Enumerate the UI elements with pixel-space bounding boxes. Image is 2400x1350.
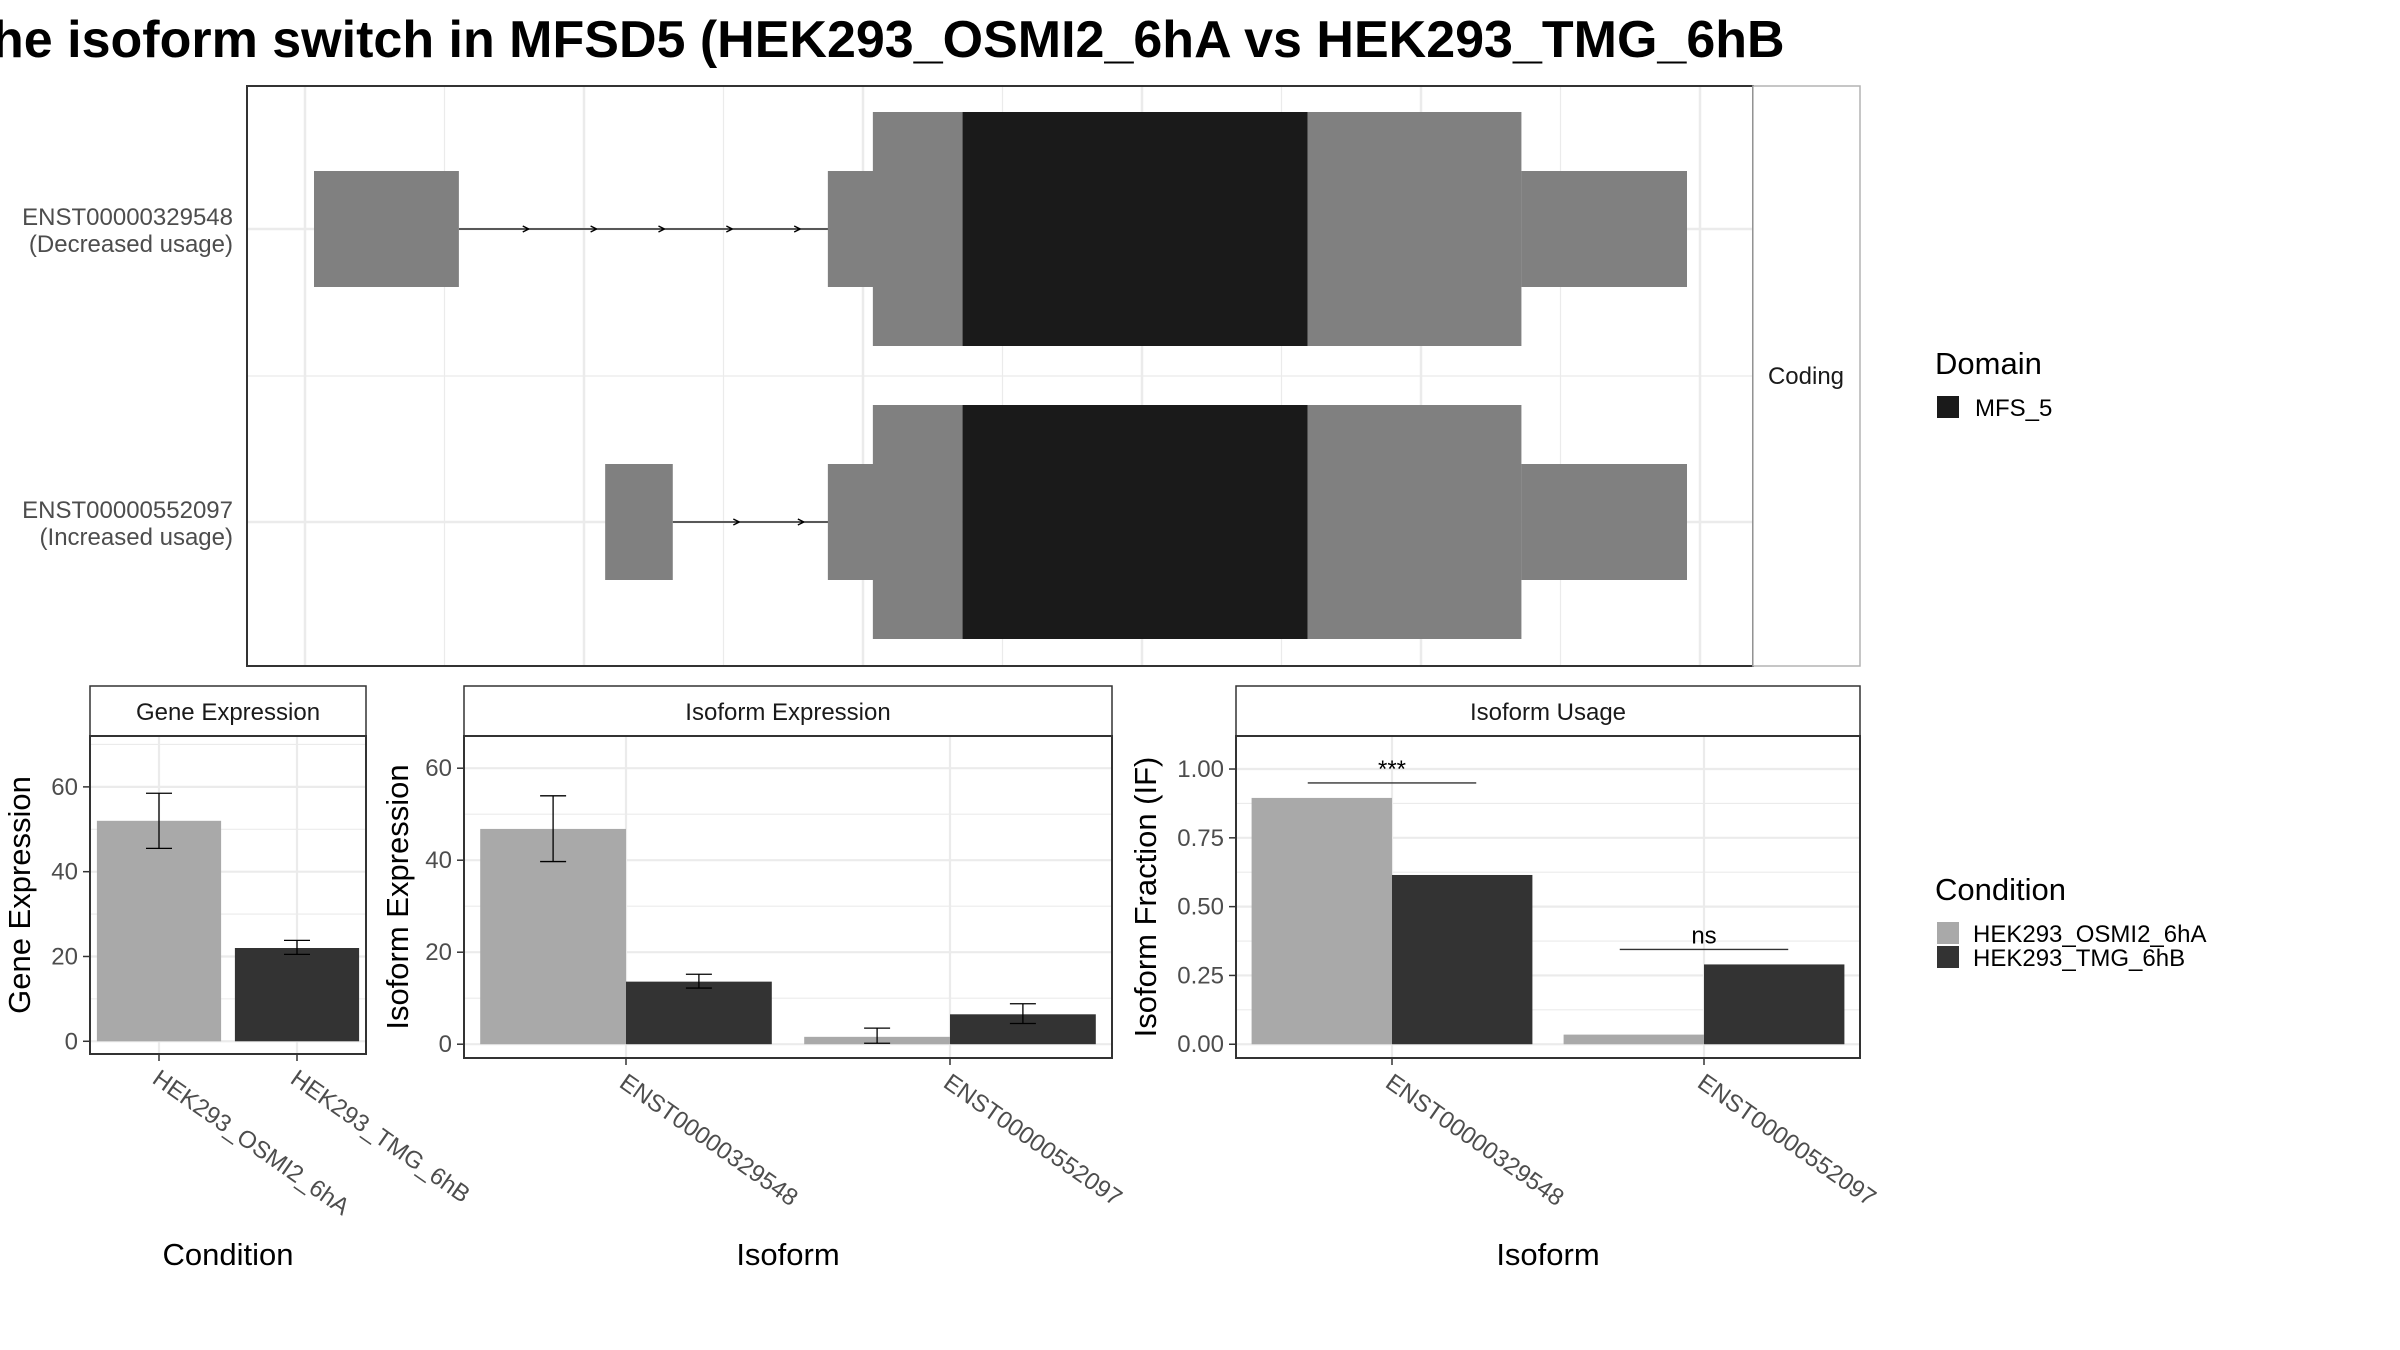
y-tick-label: 20 xyxy=(51,943,78,970)
transcript-2-usage: (Increased usage) xyxy=(40,524,233,551)
isoform-expression-strip xyxy=(463,685,1113,737)
bar xyxy=(1563,1034,1704,1045)
figure-title: he isoform switch in MFSD5 (HEK293_OSMI2… xyxy=(0,11,1785,69)
y-tick-label: 40 xyxy=(51,859,78,886)
isoform-usage-bars: *** ns xyxy=(1251,756,1845,1045)
x-tick-label: ENST00000329548 xyxy=(615,1069,803,1212)
y-tick-label: 60 xyxy=(425,755,452,782)
domain-legend-label: MFS_5 xyxy=(1975,395,2052,422)
bar xyxy=(1704,964,1845,1045)
coding-facet-strip xyxy=(1752,85,1861,667)
utr-exon xyxy=(1521,171,1687,287)
bar xyxy=(96,820,222,1042)
transcript-2-id: ENST00000552097 xyxy=(22,497,233,524)
intron-arrow xyxy=(726,225,734,233)
condition-legend-title: Condition xyxy=(1935,872,2066,907)
isoform-usage-panel-border xyxy=(1235,735,1861,1059)
y-tick-label: 20 xyxy=(425,939,452,966)
domain-exon xyxy=(962,112,1308,346)
isoform-expression-bars xyxy=(480,795,1096,1045)
utr-exon xyxy=(827,464,874,580)
transcript-panel: Coding ENST00000329548 (Decreased usage)… xyxy=(22,85,1861,667)
gene-expression-strip-label: Gene Expression xyxy=(136,699,320,726)
y-tick-label: 40 xyxy=(425,847,452,874)
transcript-1-usage: (Decreased usage) xyxy=(29,231,233,258)
intron-arrow xyxy=(522,225,531,233)
isoform-expression-panel: Isoform Expression 0 20 40 60 ENST0000032954… xyxy=(380,685,1127,1272)
y-tick-label: 0 xyxy=(65,1028,78,1055)
significance-label: *** xyxy=(1378,756,1406,783)
bar xyxy=(480,828,626,1045)
utr-exon xyxy=(1521,464,1687,580)
gene-expression-bars xyxy=(96,792,360,1042)
condition-legend: Condition HEK293_OSMI2_6hA HEK293_TMG_6h… xyxy=(1935,872,2206,972)
y-tick-label: 1.00 xyxy=(1177,756,1224,783)
gene-expression-panel-border xyxy=(89,735,367,1055)
condition-legend-key-a xyxy=(1937,922,1959,944)
intron-arrow xyxy=(797,518,806,526)
isoform-usage-xlabel: Isoform xyxy=(1496,1237,1599,1272)
intron-arrow xyxy=(590,225,599,233)
cds-exon xyxy=(1307,405,1522,639)
cds-exon xyxy=(872,405,963,639)
y-tick-label: 0.25 xyxy=(1177,962,1224,989)
domain-legend: Domain MFS_5 xyxy=(1935,346,2052,422)
isoform-usage-panel: Isoform Usage *** ns 0.00 0.25 0.50 0.75 1.00… xyxy=(1128,685,1881,1272)
isoform-expression-panel-border xyxy=(463,735,1113,1059)
y-tick-label: 0.50 xyxy=(1177,894,1224,921)
x-tick-label: ENST00000329548 xyxy=(1381,1069,1569,1212)
significance-label: ns xyxy=(1691,922,1716,949)
domain-legend-key xyxy=(1937,396,1959,418)
bar xyxy=(626,981,772,1045)
gene-expression-strip xyxy=(89,685,367,737)
intron-arrow xyxy=(658,225,667,233)
isoform-expression-xlabel: Isoform xyxy=(736,1237,839,1272)
condition-legend-label-b: HEK293_TMG_6hB xyxy=(1973,945,2185,972)
x-tick-label: ENST00000552097 xyxy=(1693,1069,1881,1212)
utr-exon xyxy=(314,171,459,287)
isoform-usage-ylabel: Isoform Fraction (IF) xyxy=(1128,757,1163,1038)
domain-legend-title: Domain xyxy=(1935,346,2042,381)
intron-arrow xyxy=(733,518,741,526)
bar xyxy=(1392,874,1533,1045)
condition-legend-label-a: HEK293_OSMI2_6hA xyxy=(1973,921,2206,948)
isoform-expression-strip-label: Isoform Expression xyxy=(685,699,890,726)
cds-exon xyxy=(1307,112,1522,346)
utr-exon xyxy=(827,171,874,287)
transcript-structures xyxy=(314,112,1687,639)
y-tick-label: 0.00 xyxy=(1177,1031,1224,1058)
gene-expression-xlabel: Condition xyxy=(163,1237,294,1272)
transcript-labels: ENST00000329548 (Decreased usage) ENST00… xyxy=(22,204,233,551)
x-tick-label: ENST00000552097 xyxy=(939,1069,1127,1212)
coding-facet-label: Coding xyxy=(1768,363,1844,390)
intron-arrow xyxy=(793,225,802,233)
y-tick-label: 0 xyxy=(439,1031,452,1058)
bar xyxy=(234,948,360,1042)
isoform-usage-strip-label: Isoform Usage xyxy=(1470,699,1626,726)
isoform-expression-ylabel: Isoform Expression xyxy=(380,764,415,1029)
y-tick-label: 0.75 xyxy=(1177,825,1224,852)
utr-exon xyxy=(605,464,673,580)
y-tick-label: 60 xyxy=(51,774,78,801)
transcript-1-id: ENST00000329548 xyxy=(22,204,233,231)
domain-exon xyxy=(962,405,1308,639)
condition-legend-key-b xyxy=(1937,946,1959,968)
gene-expression-ylabel: Gene Expression xyxy=(2,776,37,1014)
cds-exon xyxy=(872,112,963,346)
isoform-usage-strip xyxy=(1235,685,1861,737)
bar xyxy=(1251,797,1392,1045)
